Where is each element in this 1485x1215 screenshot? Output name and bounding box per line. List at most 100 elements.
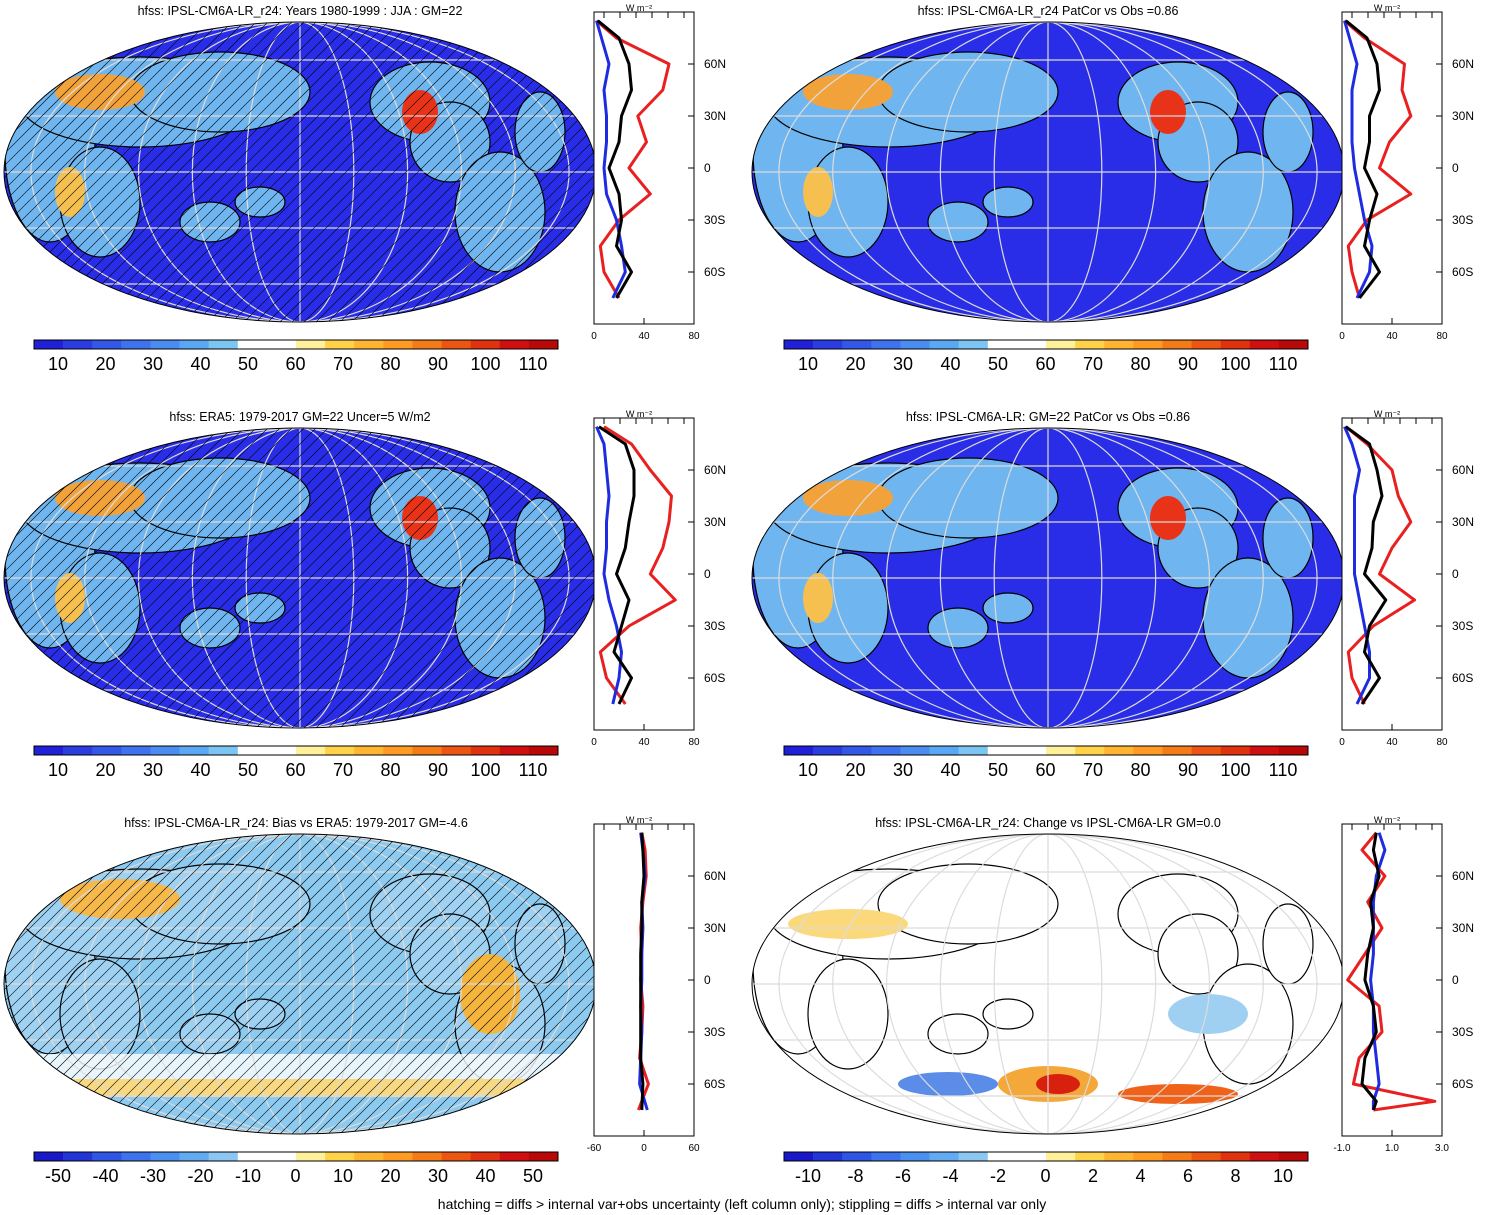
profile-x-label: 60 <box>688 1143 700 1154</box>
colorbar-swatch <box>63 340 93 349</box>
colorbar-tick-label: 10 <box>797 354 819 374</box>
colorbar-swatch <box>900 746 930 755</box>
colorbar-swatch <box>528 340 559 349</box>
panel-title: hfss: IPSL-CM6A-LR_r24: Change vs IPSL-C… <box>875 816 1221 830</box>
colorbar-swatch <box>179 340 209 349</box>
colorbar-tick-label: 2 <box>1087 1166 1099 1186</box>
colorbar-swatch <box>900 1152 930 1161</box>
colorbar-swatch <box>237 340 268 349</box>
profile-unit: W m⁻² <box>626 815 652 825</box>
colorbar-swatch <box>1162 1152 1192 1161</box>
zonal-profile: W m⁻² 60N 30N 0 30S 60S 0 40 80 <box>591 3 726 342</box>
profile-lat-label: 60S <box>704 671 725 685</box>
colorbar-tick-label: 100 <box>1220 354 1251 374</box>
profile-unit: W m⁻² <box>626 409 652 419</box>
profile-x-label: 40 <box>638 737 650 748</box>
colorbar-swatch <box>34 1152 64 1161</box>
colorbar-swatch <box>1133 340 1163 349</box>
colorbar-swatch <box>441 746 471 755</box>
colorbar-swatch <box>208 746 239 755</box>
colorbar-swatch <box>470 746 501 755</box>
colorbar-tick-label: 10 <box>332 1166 354 1186</box>
profile-lat-label: 0 <box>1452 567 1459 581</box>
colorbar-swatch <box>1249 340 1280 349</box>
colorbar-swatch <box>441 1152 471 1161</box>
colorbar-tick-label: 90 <box>1177 354 1199 374</box>
profile-x-label: 0 <box>1339 331 1345 342</box>
profile-lat-label: 30N <box>704 515 726 529</box>
colorbar-tick-label: 40 <box>475 1166 496 1186</box>
colorbar-swatch <box>92 340 122 349</box>
colorbar-tick-label: 70 <box>332 760 354 780</box>
colorbar-tick-label: 30 <box>892 354 914 374</box>
profile-series-line <box>598 425 677 705</box>
profile-lat-label: 60S <box>1452 671 1473 685</box>
profile-lat-label: 60N <box>704 869 726 883</box>
colorbar-tick-label: 20 <box>95 354 116 374</box>
map-panel <box>3 833 597 1135</box>
colorbar-swatch <box>412 746 442 755</box>
profile-lat-label: 30N <box>704 109 726 123</box>
colorbar-tick-label: 60 <box>285 760 306 780</box>
colorbar-tick-label: 70 <box>1082 760 1104 780</box>
colorbar-tick-label: 6 <box>1182 1166 1194 1186</box>
profile-x-label: 80 <box>1436 737 1448 748</box>
profile-x-label: 1.0 <box>1385 1143 1399 1154</box>
colorbar-tick-label: -6 <box>894 1166 912 1186</box>
profile-x-label: -60 <box>587 1143 602 1154</box>
colorbar-tick-label: 70 <box>332 354 354 374</box>
colorbar <box>33 339 559 350</box>
colorbar-tick-label: -10 <box>234 1166 262 1186</box>
colorbar-tick-label: 70 <box>1082 354 1104 374</box>
colorbar-swatch <box>1220 1152 1251 1161</box>
colorbar-swatch <box>1075 340 1105 349</box>
colorbar-swatch <box>1046 746 1076 755</box>
colorbar-swatch <box>121 746 151 755</box>
profile-x-label: 3.0 <box>1435 1143 1449 1154</box>
colorbar-swatch <box>958 746 989 755</box>
colorbar-tick-label: 110 <box>1268 354 1298 374</box>
profile-lat-label: 60N <box>704 463 726 477</box>
profile-lat-label: 60N <box>704 57 726 71</box>
colorbar-swatch <box>150 746 180 755</box>
map-land <box>4 863 596 1097</box>
colorbar-tick-label: 4 <box>1135 1166 1146 1186</box>
colorbar-swatch <box>784 340 814 349</box>
profile-series-line <box>1344 19 1381 299</box>
colorbar-swatch <box>150 1152 180 1161</box>
profile-unit: W m⁻² <box>626 3 652 13</box>
colorbar-swatch <box>958 340 989 349</box>
colorbar-swatch <box>1278 746 1309 755</box>
colorbar-tick-label: 40 <box>940 760 961 780</box>
colorbar-tick-label: 50 <box>987 354 1009 374</box>
colorbar-swatch <box>1016 1152 1047 1161</box>
colorbar-swatch <box>1075 746 1105 755</box>
profile-lat-label: 30N <box>1452 109 1474 123</box>
colorbar-tick-label: 10 <box>47 760 69 780</box>
colorbar-swatch <box>929 1152 959 1161</box>
colorbar-tick-label: -10 <box>794 1166 822 1186</box>
profile-unit: W m⁻² <box>1374 815 1400 825</box>
colorbar-tick-label: 50 <box>522 1166 544 1186</box>
colorbar-tick-label: 60 <box>1035 354 1056 374</box>
profile-series-line <box>595 20 627 299</box>
panel-title: hfss: IPSL-CM6A-LR_r24 PatCor vs Obs =0.… <box>917 4 1179 18</box>
colorbar-tick-label: -8 <box>847 1166 864 1186</box>
colorbar-swatch <box>325 1152 355 1161</box>
colorbar-tick-label: 110 <box>518 760 548 780</box>
colorbar-swatch <box>1133 1152 1163 1161</box>
colorbar-swatch <box>34 746 64 755</box>
colorbar-tick-label: -4 <box>942 1166 959 1186</box>
colorbar-tick-label: 30 <box>427 1166 449 1186</box>
colorbar-tick-label: 10 <box>1272 1166 1294 1186</box>
colorbar-tick-label: 60 <box>285 354 306 374</box>
profile-series-line <box>1360 832 1381 1111</box>
colorbar-tick-label: 10 <box>47 354 69 374</box>
profile-lat-label: 30N <box>704 921 726 935</box>
profile-series-line <box>598 425 636 705</box>
colorbar-swatch <box>179 1152 209 1161</box>
colorbar-tick-label: -2 <box>989 1166 1007 1186</box>
profile-lat-label: 30S <box>704 619 725 633</box>
colorbar-swatch <box>813 340 843 349</box>
colorbar-swatch <box>121 1152 151 1161</box>
